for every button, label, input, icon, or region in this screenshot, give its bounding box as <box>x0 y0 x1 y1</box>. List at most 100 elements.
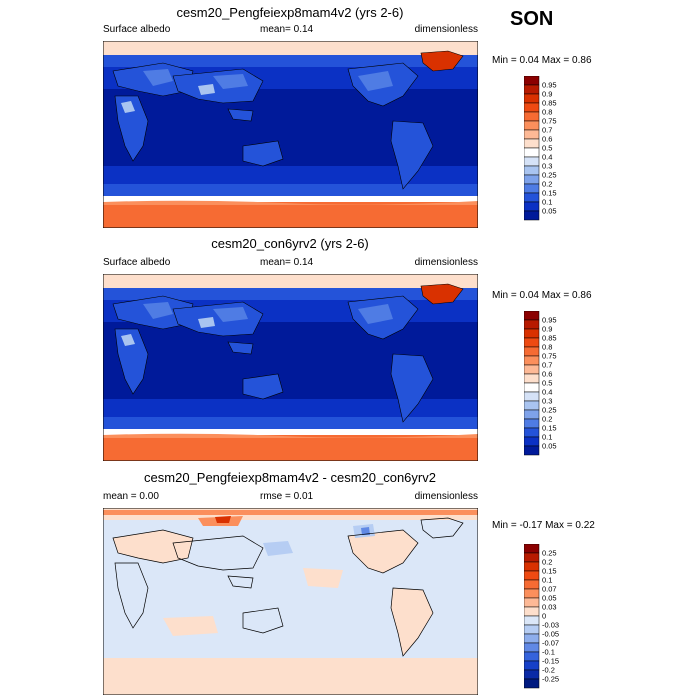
colorbar-cell <box>524 192 540 203</box>
colorbar-tick-label: 0.15 <box>542 567 557 576</box>
colorbar-tick-label: 0.5 <box>542 379 552 388</box>
colorbar-tick-label: -0.03 <box>542 621 559 630</box>
colorbar-tick-label: -0.2 <box>542 666 555 675</box>
colorbar-cell <box>524 669 540 680</box>
colorbar-cell <box>524 570 540 581</box>
colorbar-tick-label: 0.5 <box>542 144 552 153</box>
colorbar-cell <box>524 660 540 671</box>
colorbar-cell <box>524 579 540 590</box>
colorbar-tick-label: 0.25 <box>542 549 557 558</box>
colorbar-cell <box>524 624 540 635</box>
panel1-title: cesm20_Pengfeiexp8mam4v2 (yrs 2-6) <box>176 5 404 20</box>
colorbar-tick-label: 0.95 <box>542 81 557 90</box>
colorbar-cell <box>524 93 540 104</box>
colorbar-cell <box>524 400 540 411</box>
colorbar-tick-label: 0.05 <box>542 207 557 216</box>
colorbar-tick-label: 0.1 <box>542 433 552 442</box>
colorbar-cell <box>524 364 540 375</box>
panel2-map <box>103 274 478 461</box>
panel3-title: cesm20_Pengfeiexp8mam4v2 - cesm20_con6yr… <box>144 470 436 485</box>
colorbar-cell <box>524 138 540 149</box>
colorbar-tick-label: 0.85 <box>542 99 557 108</box>
colorbar-cell <box>524 373 540 384</box>
colorbar-tick-label: 0.3 <box>542 162 552 171</box>
colorbar-tick-label: 0.9 <box>542 325 552 334</box>
panel3-map <box>103 508 478 695</box>
panel3-left-label: mean = 0.00 <box>103 491 159 502</box>
colorbar-tick-label: 0.2 <box>542 558 552 567</box>
panel2-colorbar: 0.950.90.850.80.750.70.60.50.40.30.250.2… <box>524 311 557 456</box>
colorbar-tick-label: 0.85 <box>542 334 557 343</box>
colorbar-tick-label: 0.8 <box>542 343 552 352</box>
panel2-minmax: Min = 0.04 Max = 0.86 <box>492 290 592 301</box>
panel1-colorbar-cells <box>524 76 540 221</box>
colorbar-cell <box>524 445 540 456</box>
colorbar-tick-label: -0.05 <box>542 630 559 639</box>
colorbar-cell <box>524 76 540 86</box>
colorbar-cell <box>524 311 540 321</box>
colorbar-tick-label: 0.6 <box>542 135 552 144</box>
panel2-colorbar-labels: 0.950.90.850.80.750.70.60.50.40.30.250.2… <box>542 316 557 451</box>
panel1-colorbar: 0.950.90.850.80.750.70.60.50.40.30.250.2… <box>524 76 557 221</box>
colorbar-tick-label: -0.25 <box>542 675 559 684</box>
colorbar-tick-label: 0.8 <box>542 108 552 117</box>
colorbar-cell <box>524 319 540 330</box>
colorbar-cell <box>524 84 540 95</box>
panel3-colorbar-cells <box>524 544 540 689</box>
colorbar-tick-label: 0.1 <box>542 576 552 585</box>
colorbar-tick-label: 0.05 <box>542 594 557 603</box>
panel3-colorbar-labels: 0.250.20.150.10.070.050.030-0.03-0.05-0.… <box>542 549 559 684</box>
colorbar-cell <box>524 633 540 644</box>
panel3-colorbar: 0.250.20.150.10.070.050.030-0.03-0.05-0.… <box>524 544 559 689</box>
colorbar-cell <box>524 418 540 429</box>
panel3-minmax: Min = -0.17 Max = 0.22 <box>492 520 595 531</box>
colorbar-cell <box>524 156 540 167</box>
panel1-center-label: mean= 0.14 <box>260 24 314 35</box>
colorbar-tick-label: 0.1 <box>542 198 552 207</box>
colorbar-tick-label: 0.03 <box>542 603 557 612</box>
colorbar-cell <box>524 597 540 608</box>
colorbar-cell <box>524 129 540 140</box>
colorbar-cell <box>524 678 540 689</box>
colorbar-tick-label: 0.4 <box>542 153 552 162</box>
colorbar-cell <box>524 183 540 194</box>
colorbar-tick-label: 0.15 <box>542 424 557 433</box>
panel2-right-label: dimensionless <box>414 257 478 268</box>
colorbar-cell <box>524 328 540 339</box>
colorbar-cell <box>524 427 540 438</box>
panel1-left-label: Surface albedo <box>103 24 171 35</box>
colorbar-cell <box>524 174 540 185</box>
colorbar-cell <box>524 588 540 599</box>
panel2-center-label: mean= 0.14 <box>260 257 314 268</box>
colorbar-tick-label: 0.05 <box>542 442 557 451</box>
colorbar-cell <box>524 201 540 212</box>
panel1-map <box>103 41 478 228</box>
colorbar-tick-label: 0.25 <box>542 406 557 415</box>
colorbar-tick-label: 0.75 <box>542 117 557 126</box>
panel2-left-label: Surface albedo <box>103 257 171 268</box>
colorbar-tick-label: 0.2 <box>542 180 552 189</box>
colorbar-cell <box>524 111 540 122</box>
panel3-center-label: rmse = 0.01 <box>260 491 314 502</box>
colorbar-cell <box>524 561 540 572</box>
panel2-title: cesm20_con6yrv2 (yrs 2-6) <box>211 236 369 251</box>
panel3-right-label: dimensionless <box>414 491 478 502</box>
colorbar-cell <box>524 102 540 113</box>
panel1-right-label: dimensionless <box>414 24 478 35</box>
colorbar-cell <box>524 615 540 626</box>
colorbar-cell <box>524 436 540 447</box>
panel2-colorbar-cells <box>524 311 540 456</box>
panel1-minmax: Min = 0.04 Max = 0.86 <box>492 55 592 66</box>
colorbar-cell <box>524 337 540 348</box>
colorbar-tick-label: -0.15 <box>542 657 559 666</box>
colorbar-cell <box>524 391 540 402</box>
colorbar-cell <box>524 544 540 554</box>
colorbar-cell <box>524 210 540 221</box>
colorbar-tick-label: 0.3 <box>542 397 552 406</box>
colorbar-cell <box>524 642 540 653</box>
colorbar-cell <box>524 651 540 662</box>
colorbar-cell <box>524 165 540 176</box>
colorbar-cell <box>524 147 540 158</box>
colorbar-cell <box>524 552 540 563</box>
colorbar-cell <box>524 355 540 366</box>
